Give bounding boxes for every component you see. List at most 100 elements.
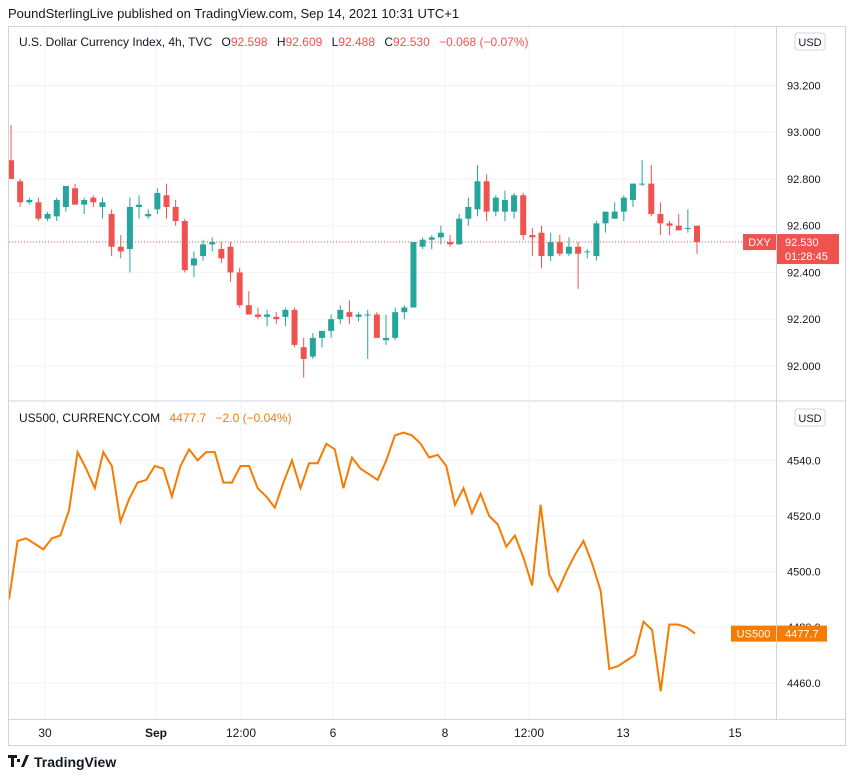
candle-body (172, 206, 179, 222)
candle-body (447, 242, 454, 245)
candle-body (291, 309, 298, 345)
candle-body (501, 199, 508, 212)
top-y-tick-label: 92.000 (787, 361, 821, 373)
x-tick-label: 8 (442, 726, 449, 740)
candle-body (364, 314, 371, 316)
candle-body (648, 183, 655, 214)
top-currency-badge[interactable]: USD (794, 32, 826, 51)
candle-body (44, 214, 51, 219)
candle-body (465, 206, 472, 219)
candle-body (181, 221, 188, 271)
dxy-countdown-label: 01:28:45 (785, 251, 828, 263)
dxy-symbol-label: DXY (748, 237, 771, 249)
candle-body (456, 218, 463, 245)
candle-body (492, 197, 499, 212)
candle-body (675, 225, 682, 231)
candle-body (575, 246, 582, 254)
top-y-tick-label: 92.400 (787, 267, 821, 279)
candle-body (282, 309, 289, 317)
tradingview-logo-icon (8, 754, 30, 770)
candle-body (520, 195, 527, 236)
candle-body (620, 197, 627, 212)
candle-body (254, 314, 261, 317)
candle-body (373, 314, 380, 338)
dxy-candles (8, 125, 700, 378)
candle-body (90, 197, 97, 203)
candle-body (529, 235, 536, 238)
candle-body (355, 314, 362, 317)
x-tick-label: Sep (145, 726, 167, 740)
candle-body (154, 192, 161, 210)
candle-body (538, 232, 545, 257)
chart-frame: 93.200 93.000 92.800 92.600 92.400 92.200 92.0… (8, 26, 846, 746)
bottom-y-tick-label: 4520.0 (787, 511, 821, 523)
us500-price-label: 4477.7 (785, 629, 819, 641)
candle-body (392, 312, 399, 338)
candle-body (99, 202, 106, 207)
candle-body (511, 195, 518, 212)
dxy-legend[interactable]: U.S. Dollar Currency Index, 4h, TVC O92.… (19, 35, 529, 49)
bottom-currency-badge[interactable]: USD (794, 408, 826, 427)
time-axis[interactable]: 30 Sep 12:00 6 8 12:00 13 15 (38, 726, 742, 740)
candle-body (8, 160, 14, 179)
candle-body (346, 312, 353, 317)
top-y-tick-label: 93.000 (787, 127, 821, 139)
us500-legend-change: −2.0 (−0.04%) (216, 411, 292, 425)
bottom-currency-label: USD (798, 413, 821, 425)
candle-body (108, 214, 115, 247)
candle-body (666, 223, 673, 226)
candle-body (565, 246, 572, 254)
chart-svg[interactable]: 93.200 93.000 92.800 92.600 92.400 92.200 92.0… (8, 27, 845, 745)
candle-body (163, 195, 170, 207)
candle-body (584, 251, 591, 253)
candle-body (227, 246, 234, 273)
top-price-axis[interactable]: 93.200 93.000 92.800 92.600 92.400 92.200 92.0… (787, 80, 821, 373)
tradingview-footer[interactable]: TradingView (8, 754, 116, 770)
candle-body (35, 202, 42, 219)
candle-body (474, 181, 481, 210)
us500-legend[interactable]: US500, CURRENCY.COM 4477.7 −2.0 (−0.04%) (19, 411, 292, 425)
candle-body (556, 242, 563, 254)
x-tick-label: 6 (330, 726, 337, 740)
candle-body (72, 188, 79, 205)
dxy-low-value: 92.488 (338, 35, 375, 49)
candle-body (145, 214, 152, 217)
dxy-legend-title: U.S. Dollar Currency Index, 4h, TVC (19, 35, 213, 49)
us500-series-line (8, 431, 696, 692)
candle-body (200, 244, 207, 257)
top-y-tick-label: 92.600 (787, 221, 821, 233)
candle-body (209, 242, 216, 245)
candle-body (136, 204, 143, 207)
candle-body (62, 185, 69, 207)
us500-symbol-label: US500 (737, 629, 771, 641)
x-tick-label: 15 (728, 726, 742, 740)
candle-body (26, 199, 33, 203)
candle-body (309, 337, 316, 357)
dxy-last-price-tag: DXY 92.530 01:28:45 (743, 234, 839, 265)
candle-body (273, 316, 280, 320)
bottom-y-tick-label: 4540.0 (787, 455, 821, 467)
candle-body (684, 228, 691, 230)
candle-body (547, 242, 554, 257)
candle-body (318, 330, 325, 338)
candle-body (437, 232, 444, 238)
dxy-high-label: H (277, 35, 286, 49)
top-currency-label: USD (798, 37, 821, 49)
bottom-y-tick-label: 4460.0 (787, 678, 821, 690)
publisher-line: PoundSterlingLive published on TradingVi… (8, 6, 460, 21)
candle-body (401, 307, 408, 313)
candle-body (611, 211, 618, 219)
top-y-tick-label: 92.200 (787, 314, 821, 326)
candle-body (383, 337, 390, 341)
candle-body (245, 305, 252, 315)
x-tick-label: 12:00 (226, 726, 256, 740)
candle-body (81, 199, 88, 205)
candle-body (236, 272, 243, 306)
x-tick-label: 12:00 (514, 726, 544, 740)
bottom-y-tick-label: 4500.0 (787, 567, 821, 579)
dxy-price-label: 92.530 (785, 237, 819, 249)
top-pane-grid (9, 27, 776, 719)
x-tick-label: 13 (616, 726, 630, 740)
candle-body (328, 319, 335, 331)
